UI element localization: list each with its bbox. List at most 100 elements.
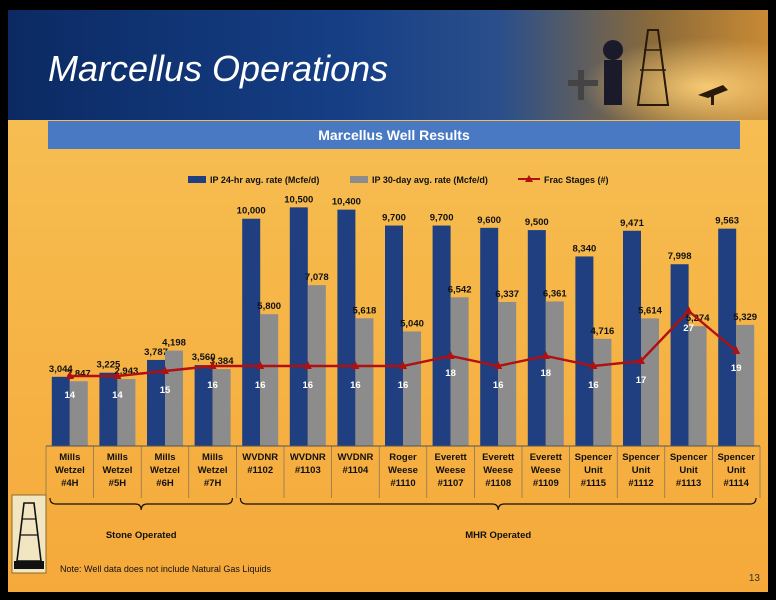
category-label: Unit <box>584 465 603 476</box>
bar-value-label: 7,078 <box>305 272 329 283</box>
frac-value-label: 16 <box>398 380 409 391</box>
category-label: Spencer <box>575 452 613 463</box>
category-label: WVDNR <box>290 452 326 463</box>
bar <box>670 264 689 446</box>
category-label: #1114 <box>724 478 750 489</box>
bar <box>117 379 136 446</box>
footnote: Note: Well data does not include Natural… <box>60 564 271 574</box>
derrick-logo-icon <box>11 494 47 574</box>
category-label: #1107 <box>438 478 464 489</box>
group-brace <box>49 497 233 511</box>
legend: IP 24-hr avg. rate (Mcfe/d) IP 30-day avg… <box>188 175 609 185</box>
frac-point <box>208 361 217 369</box>
bar-value-label: 10,000 <box>237 206 266 217</box>
oilfield-image <box>488 10 768 120</box>
bar-value-label: 10,500 <box>284 194 313 205</box>
category-label: #1112 <box>628 478 653 489</box>
legend-label: IP 30-day avg. rate (Mcfe/d) <box>372 175 488 185</box>
bar <box>623 230 641 446</box>
frac-value-label: 27 <box>683 323 694 334</box>
frac-point <box>494 361 503 369</box>
bar-value-label: 5,040 <box>400 318 424 329</box>
bar-value-label: 3,044 <box>49 364 73 375</box>
bar-value-label: 4,716 <box>591 326 615 337</box>
slide: Marcellus Operations Marcellus Well Resu… <box>8 10 768 592</box>
category-label: #5H <box>109 478 127 489</box>
category-label: Unit <box>632 465 651 476</box>
category-label: Mills <box>59 452 80 463</box>
bar-value-label: 9,600 <box>477 215 501 226</box>
frac-value-label: 19 <box>731 363 742 374</box>
category-label: Roger <box>389 452 417 463</box>
frac-point <box>113 371 122 379</box>
bar <box>718 228 737 446</box>
operator-groups: Stone Operated MHR Operated <box>49 497 757 541</box>
legend-swatch <box>188 176 206 183</box>
category-label: Mills <box>107 452 128 463</box>
frac-value-label: 16 <box>207 380 218 391</box>
category-label: #1104 <box>342 465 369 476</box>
bar <box>99 372 118 446</box>
category-label: Everett <box>482 452 515 463</box>
page-number: 13 <box>748 573 760 584</box>
category-label: #1115 <box>581 478 607 489</box>
bar-value-label: 9,700 <box>430 213 454 224</box>
bar-value-label: 8,340 <box>573 243 597 254</box>
bar <box>242 218 261 446</box>
category-label: WVDNR <box>337 452 373 463</box>
category-label: Mills <box>154 452 175 463</box>
frac-point <box>161 366 169 374</box>
category-label: Everett <box>434 452 467 463</box>
bar <box>51 376 70 446</box>
category-label: WVDNR <box>242 452 278 463</box>
frac-point <box>256 361 265 369</box>
bar <box>260 314 279 446</box>
frac-value-label: 15 <box>160 385 171 396</box>
bar <box>480 227 499 446</box>
bar-value-label: 5,800 <box>257 301 281 312</box>
frac-value-label: 18 <box>541 368 552 379</box>
category-label: #1108 <box>485 478 511 489</box>
bar-value-label: 4,198 <box>162 338 186 349</box>
frac-value-label: 17 <box>636 375 647 386</box>
category-label: Wetzel <box>198 465 228 476</box>
frac-value-label: 16 <box>493 380 504 391</box>
frac-value-label: 18 <box>445 368 456 379</box>
category-label: Unit <box>679 465 698 476</box>
category-label: Wetzel <box>150 465 180 476</box>
bar <box>212 369 231 446</box>
bar <box>194 365 213 446</box>
bar <box>527 230 546 446</box>
frac-point <box>446 351 455 359</box>
bar <box>165 350 183 446</box>
bar-value-label: 10,400 <box>332 197 361 208</box>
bar <box>736 324 755 446</box>
bar <box>69 381 88 446</box>
bar-value-label: 5,329 <box>733 312 757 323</box>
frac-point <box>399 361 407 369</box>
bar-value-label: 3,384 <box>210 356 234 367</box>
bar <box>147 359 165 446</box>
category-label: Mills <box>202 452 223 463</box>
category-label: Wetzel <box>55 465 85 476</box>
frac-point <box>303 361 312 369</box>
bar-value-label: 9,563 <box>715 216 739 227</box>
bar <box>385 225 403 446</box>
legend-swatch <box>350 176 368 183</box>
bar <box>593 338 612 446</box>
frac-point <box>65 371 74 379</box>
category-label: #6H <box>156 478 174 489</box>
bar <box>289 207 308 446</box>
frac-point <box>637 356 645 364</box>
category-label: Spencer <box>670 452 708 463</box>
bar-value-label: 6,361 <box>543 288 567 299</box>
category-label: Weese <box>388 465 418 476</box>
page-title: Marcellus Operations <box>48 48 389 89</box>
bar-value-label: 2,847 <box>67 368 91 379</box>
frac-value-label: 14 <box>65 390 76 401</box>
frac-line: 14 14 15 16 16 16 16 16 18 16 18 16 17 27 19 <box>65 306 742 401</box>
bar <box>403 331 421 446</box>
chart-title: Marcellus Well Results <box>48 121 740 149</box>
category-label: #4H <box>61 478 79 489</box>
